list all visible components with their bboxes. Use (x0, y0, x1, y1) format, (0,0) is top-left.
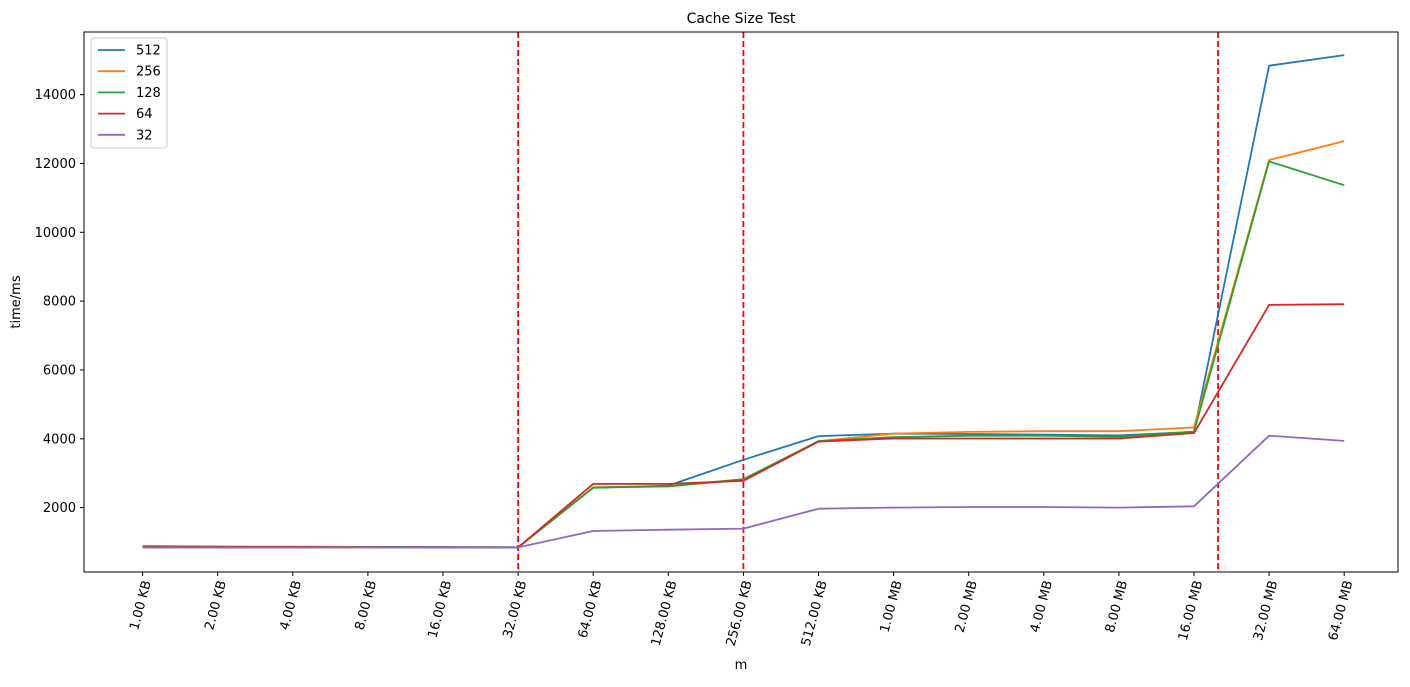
legend-label-256: 256 (136, 65, 161, 80)
x-tick-label: 8.00 KB (353, 579, 381, 632)
legend-label-128: 128 (136, 86, 161, 101)
legend-label-64: 64 (136, 107, 153, 122)
x-tick-label: 1.00 MB (878, 579, 906, 634)
axes-frame (83, 31, 1399, 573)
chart-title: Cache Size Test (687, 11, 796, 27)
y-tick-label: 6000 (43, 363, 76, 378)
x-tick-label: 32.00 KB (501, 579, 531, 640)
y-tick-label: 10000 (35, 226, 76, 241)
series-lines (142, 54, 1345, 549)
x-tick-label: 512.00 KB (799, 579, 831, 648)
x-axis-ticks: 1.00 KB 2.00 KB 4.00 KB 8.00 KB 16.00 KB 32.0… (127, 572, 1356, 648)
axes (83, 31, 1399, 573)
plot-area (84, 32, 1398, 572)
x-tick-label: 16.00 KB (426, 579, 456, 640)
legend-label-32: 32 (136, 128, 153, 143)
x-tick-label: 8.00 MB (1103, 579, 1131, 634)
y-tick-label: 12000 (35, 157, 76, 172)
y-tick-label: 8000 (43, 295, 76, 310)
y-axis-ticks: 2000 4000 6000 8000 10000 12000 14000 (35, 88, 84, 516)
y-tick-label: 2000 (43, 501, 76, 516)
y-axis-label: time/ms (9, 275, 24, 328)
legend-box (90, 37, 168, 149)
x-tick-label: 64.00 MB (1326, 579, 1356, 642)
legend: 512 256 128 64 32 (90, 37, 168, 149)
x-axis-label: m (735, 658, 748, 673)
series-line-32 (142, 434, 1345, 549)
x-tick-label: 2.00 MB (953, 579, 981, 634)
x-tick-label: 128.00 KB (649, 579, 681, 648)
x-tick-label: 1.00 KB (127, 579, 155, 632)
x-tick-label: 16.00 MB (1176, 579, 1206, 642)
x-tick-label: 64.00 KB (576, 579, 606, 640)
x-tick-label: 32.00 MB (1251, 579, 1281, 642)
reference-lines (517, 32, 1219, 572)
y-tick-label: 4000 (43, 432, 76, 447)
x-tick-label: 2.00 KB (202, 579, 230, 632)
x-tick-label: 4.00 MB (1028, 579, 1056, 634)
y-tick-label: 14000 (35, 88, 76, 103)
x-tick-label: 256.00 KB (724, 579, 756, 648)
x-tick-label: 4.00 KB (277, 579, 305, 632)
legend-label-512: 512 (136, 44, 161, 59)
plot-background (84, 32, 1398, 572)
